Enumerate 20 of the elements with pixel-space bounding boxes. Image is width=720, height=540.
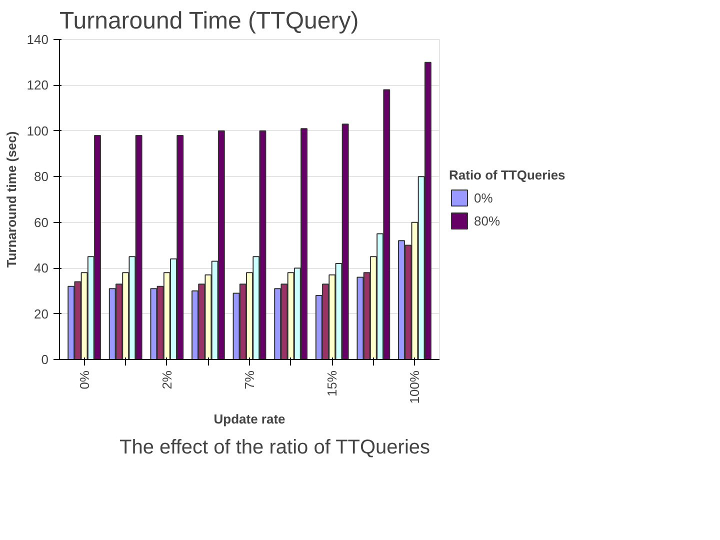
y-tick-label: 0 xyxy=(41,352,49,367)
x-tick-label: 100% xyxy=(407,370,422,404)
text: The effect of the ratio of TTQueries xyxy=(120,436,430,458)
y-tick-label: 100 xyxy=(26,123,49,138)
legend-label: 80% xyxy=(474,213,500,228)
y-tick-label: 120 xyxy=(26,78,49,93)
x-tick-label: 7% xyxy=(242,370,257,390)
y-axis-title: Turnaround time (sec) xyxy=(4,131,19,268)
x-axis-title: Update rate xyxy=(214,412,286,427)
legend-title: Ratio of TTQueries xyxy=(449,168,566,182)
y-tick-label: 140 xyxy=(26,32,49,47)
y-tick-label: 60 xyxy=(34,214,49,230)
y-tick-label: 20 xyxy=(34,306,49,322)
x-tick-label: 0% xyxy=(76,370,92,390)
x-tick-label: 15% xyxy=(324,370,340,397)
chart-title: Turnaround Time (TTQuery) xyxy=(60,8,359,34)
legend-label: 0% xyxy=(474,190,494,205)
y-tick-label: 40 xyxy=(34,260,49,276)
y-tick-label: 80 xyxy=(34,169,49,184)
x-tick-label: 2% xyxy=(159,370,174,390)
